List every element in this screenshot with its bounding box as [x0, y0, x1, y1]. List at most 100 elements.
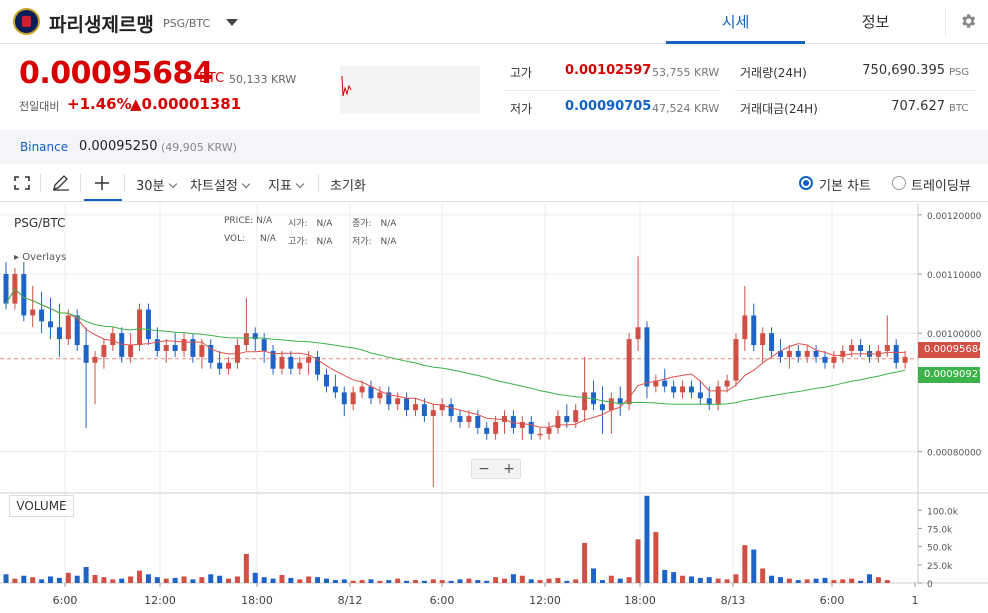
tradingview-radio[interactable]: [892, 176, 906, 190]
chart-settings-button[interactable]: 차트설정: [190, 175, 251, 194]
volume-bar: [48, 576, 54, 583]
volume-bar: [270, 578, 276, 583]
candle-body: [430, 410, 436, 417]
logo-emblem: [22, 16, 31, 27]
candle-body: [733, 339, 739, 381]
volume-bar: [368, 579, 374, 583]
volume-bar: [475, 580, 481, 583]
basic-chart-label[interactable]: 기본 차트: [819, 179, 871, 194]
candle-body: [475, 416, 481, 428]
change-label: 전일대비: [19, 100, 60, 113]
volume-bar: [457, 579, 463, 583]
candle-body: [439, 404, 445, 411]
candle-body: [368, 386, 374, 399]
crosshair-icon[interactable]: [94, 175, 110, 191]
zoom-out-button[interactable]: −: [478, 461, 490, 477]
zoom-in-button[interactable]: +: [503, 461, 515, 477]
candle-body: [662, 380, 668, 387]
sparkline-svg: [341, 75, 352, 97]
candle-body: [395, 398, 401, 405]
low-label: 저가: [510, 102, 533, 116]
volume-bar: [608, 575, 614, 583]
candle-body: [671, 386, 677, 393]
volume-bar: [724, 579, 730, 583]
volume-bar: [831, 580, 837, 583]
moving-average-tag: 0.00090927: [918, 367, 984, 383]
legend-close-value: N/A: [380, 219, 397, 229]
volume-bar: [813, 578, 819, 583]
candle-body: [591, 392, 597, 405]
candle-body: [110, 333, 116, 346]
volume-bar: [697, 577, 703, 583]
volume-bar: [510, 574, 516, 583]
exchange-price: 0.00095250: [79, 139, 158, 154]
volume-bar: [234, 576, 240, 583]
candle-body: [412, 404, 418, 411]
volume-bar: [56, 577, 62, 583]
time-axis-label: 8/12: [338, 594, 363, 607]
fullscreen-icon[interactable]: [14, 176, 30, 190]
toolbar-separator: [80, 174, 81, 192]
volume-bar: [466, 578, 472, 583]
volume-bar: [288, 577, 294, 583]
volume-bar: [786, 578, 792, 583]
legend-open-label: 시가:: [288, 219, 308, 229]
candle-body: [288, 356, 294, 369]
tradingview-label[interactable]: 트레이딩뷰: [911, 179, 971, 194]
ma-short-line: [5, 287, 906, 428]
toolbar-separator: [40, 174, 41, 192]
volume-bar: [395, 578, 401, 583]
basic-chart-radio[interactable]: [799, 176, 813, 190]
legend-volume-value: N/A: [260, 234, 276, 244]
amount-24h-unit: BTC: [949, 103, 969, 114]
volume-bar: [65, 572, 71, 583]
volume-bar: [128, 576, 134, 583]
candle-body: [404, 398, 410, 411]
candle-body: [724, 380, 730, 387]
time-axis-label: 6:00: [820, 594, 845, 607]
candle-body: [760, 333, 766, 346]
volume-bar: [546, 578, 552, 583]
candle-body: [546, 427, 552, 434]
exchange-name[interactable]: Binance: [20, 140, 69, 154]
candle-body: [795, 350, 801, 357]
volume-bar: [635, 539, 641, 583]
chart-settings-label: 차트설정: [190, 179, 238, 194]
volume-bar: [653, 532, 659, 583]
volume-bar: [430, 579, 436, 583]
legend-low-value: N/A: [380, 237, 397, 247]
tab-price[interactable]: 시세: [666, 0, 805, 44]
candle-body: [48, 321, 54, 328]
reset-button[interactable]: 초기화: [330, 179, 366, 194]
volume-bar: [858, 580, 864, 583]
candle-body: [680, 386, 686, 393]
candle-body: [101, 345, 107, 357]
candle-body: [849, 345, 855, 351]
indicators-button[interactable]: 지표: [268, 175, 305, 194]
candle-body: [145, 309, 151, 340]
candle-body: [484, 427, 490, 434]
volume-bar: [359, 580, 365, 583]
interval-select[interactable]: 30분: [136, 175, 177, 194]
time-axis-label: 12:00: [144, 594, 176, 607]
tab-info[interactable]: 정보: [861, 13, 890, 31]
coin-logo: [13, 8, 40, 35]
volume-axis-label: 75.0k: [927, 525, 953, 535]
volume-bar: [537, 580, 543, 583]
volume-bar: [412, 580, 418, 583]
coin-name: 파리생제르맹: [49, 14, 154, 36]
price-chart[interactable]: 0.00120000 0.00110000 0.00100000 0.00080000…: [0, 203, 988, 613]
volume-bar: [83, 567, 89, 583]
candle-body: [555, 416, 561, 428]
volume-bar: [769, 575, 775, 583]
volume-axis-label: 25.0k: [927, 562, 953, 572]
gear-icon[interactable]: [959, 12, 977, 30]
candle-body: [359, 386, 365, 393]
coin-dropdown-icon[interactable]: [226, 19, 238, 26]
pencil-icon[interactable]: [52, 175, 70, 191]
volume-bar: [21, 575, 27, 583]
zoom-controls: − +: [471, 459, 521, 479]
overlays-toggle[interactable]: ▸ Overlays: [14, 252, 67, 263]
candle-body: [902, 356, 908, 363]
chart-canvas[interactable]: 0.00120000 0.00110000 0.00100000 0.00080000…: [0, 203, 988, 613]
